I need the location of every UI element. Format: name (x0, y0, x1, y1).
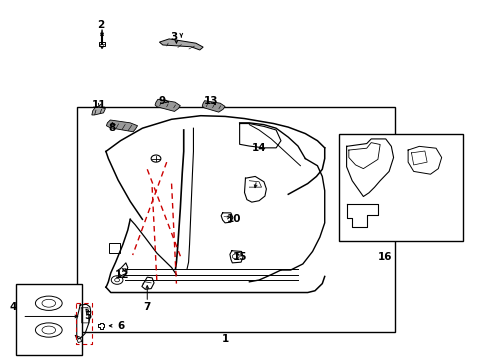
Text: 4: 4 (10, 302, 17, 312)
Text: 3: 3 (170, 32, 177, 42)
Text: 13: 13 (204, 96, 218, 107)
Bar (109, 243, 120, 253)
Text: 2: 2 (97, 19, 104, 30)
Text: 14: 14 (251, 143, 266, 153)
Text: 5: 5 (84, 311, 91, 321)
Text: 15: 15 (232, 252, 246, 262)
Text: 10: 10 (226, 214, 241, 224)
Polygon shape (155, 99, 180, 111)
Text: 9: 9 (158, 96, 165, 107)
Text: 8: 8 (108, 123, 116, 133)
Text: 12: 12 (115, 270, 129, 280)
Text: 1: 1 (221, 334, 228, 344)
Polygon shape (159, 39, 203, 50)
Bar (339, 134, 462, 241)
Bar (77, 107, 394, 332)
Text: 6: 6 (117, 321, 124, 332)
Text: 11: 11 (91, 100, 106, 110)
Polygon shape (106, 120, 137, 132)
Polygon shape (202, 101, 224, 112)
Bar (99, 42, 105, 46)
Bar (16, 284, 81, 355)
Polygon shape (92, 107, 105, 115)
Text: 7: 7 (143, 302, 151, 312)
Text: 16: 16 (378, 252, 392, 262)
